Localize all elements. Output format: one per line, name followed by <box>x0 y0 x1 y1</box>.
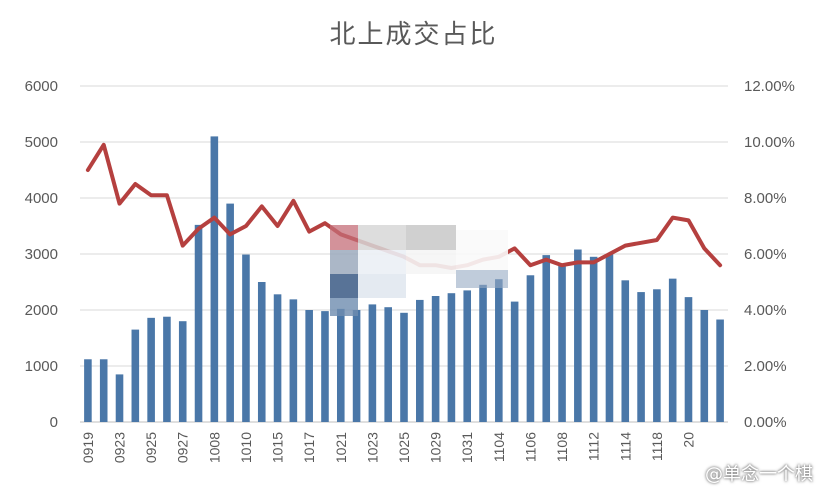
bar <box>700 310 709 422</box>
bar <box>431 296 440 422</box>
x-tick-label: 1108 <box>554 432 570 462</box>
bar <box>115 374 124 422</box>
y-right-tick-label: 12.00% <box>744 78 795 95</box>
bar <box>131 329 140 422</box>
bar <box>368 304 377 422</box>
obscured-mosaic <box>456 270 508 288</box>
obscured-mosaic <box>358 274 406 298</box>
obscured-mosaic <box>358 250 406 274</box>
x-tick-label: 1008 <box>206 432 222 463</box>
y-right-tick-label: 8.00% <box>744 190 787 207</box>
y-left-tick-label: 1000 <box>25 358 58 375</box>
bar <box>289 299 298 422</box>
obscured-mosaic <box>330 250 358 274</box>
bar <box>416 299 424 422</box>
bar <box>637 292 645 422</box>
x-tick-label: 1112 <box>586 432 602 461</box>
x-tick-label: 20 <box>680 432 696 448</box>
bar <box>194 224 203 422</box>
x-tick-label: 1010 <box>238 432 254 463</box>
bar <box>668 278 677 422</box>
y-right-tick-label: 2.00% <box>744 358 787 375</box>
watermark-text: @单念一个棋 <box>705 464 813 485</box>
bar <box>447 293 456 422</box>
x-tick-label: 1017 <box>301 432 317 463</box>
bar <box>178 321 187 422</box>
y-right-tick-label: 10.00% <box>744 134 795 151</box>
y-left-tick-label: 5000 <box>25 134 58 151</box>
x-tick-label: 1104 <box>491 432 507 462</box>
obscured-mosaic <box>456 230 508 270</box>
bar <box>84 359 92 422</box>
bar <box>542 255 551 422</box>
bar <box>273 294 282 422</box>
y-left-tick-label: 2000 <box>25 302 58 319</box>
bar <box>163 316 171 422</box>
bar <box>210 136 219 422</box>
bar <box>463 290 472 422</box>
bar <box>400 312 408 422</box>
x-tick-label: 1025 <box>396 432 412 463</box>
bar <box>336 308 345 422</box>
bar <box>99 359 108 422</box>
x-tick-label: 1021 <box>333 432 349 463</box>
obscured-mosaic <box>330 274 358 298</box>
bar <box>321 311 329 422</box>
bar <box>653 289 661 422</box>
obscured-mosaic <box>406 250 456 274</box>
x-tick-label: 1118 <box>649 432 665 461</box>
bar <box>605 254 614 422</box>
y-left-tick-label: 6000 <box>25 78 58 95</box>
x-tick-label: 1106 <box>522 432 538 462</box>
bar <box>352 310 361 422</box>
obscured-mosaic <box>330 298 358 316</box>
bar <box>621 280 630 422</box>
y-left-tick-label: 3000 <box>25 246 58 263</box>
x-tick-label: 1031 <box>459 432 475 463</box>
bar <box>684 297 693 422</box>
y-left-tick-label: 0 <box>50 414 58 431</box>
x-tick-label: 1029 <box>428 432 444 463</box>
obscured-mosaic <box>358 225 406 250</box>
bar <box>589 256 598 422</box>
bar <box>716 319 724 422</box>
bar <box>574 249 582 422</box>
bar <box>305 310 313 422</box>
bar <box>147 317 155 422</box>
bar <box>495 279 503 422</box>
obscured-mosaic <box>406 225 456 250</box>
x-tick-label: 0927 <box>175 432 191 463</box>
bar <box>526 275 535 422</box>
bar <box>558 265 566 422</box>
bar <box>257 282 266 422</box>
bar <box>479 284 487 422</box>
bar <box>510 301 519 422</box>
bar <box>242 254 250 422</box>
obscured-mosaic <box>330 225 358 250</box>
x-tick-label: 0925 <box>143 432 159 463</box>
x-tick-label: 0923 <box>112 432 128 463</box>
y-left-tick-label: 4000 <box>25 190 58 207</box>
bar <box>226 203 234 422</box>
bar <box>384 307 392 422</box>
x-tick-label: 1114 <box>617 432 633 461</box>
x-tick-label: 0919 <box>80 432 96 463</box>
y-right-tick-label: 0.00% <box>744 414 787 431</box>
chart-title: 北上成交占比 <box>329 20 498 50</box>
y-right-tick-label: 4.00% <box>744 302 787 319</box>
x-tick-label: 1023 <box>364 432 380 463</box>
y-right-tick-label: 6.00% <box>744 246 787 263</box>
x-tick-label: 1015 <box>270 432 286 463</box>
